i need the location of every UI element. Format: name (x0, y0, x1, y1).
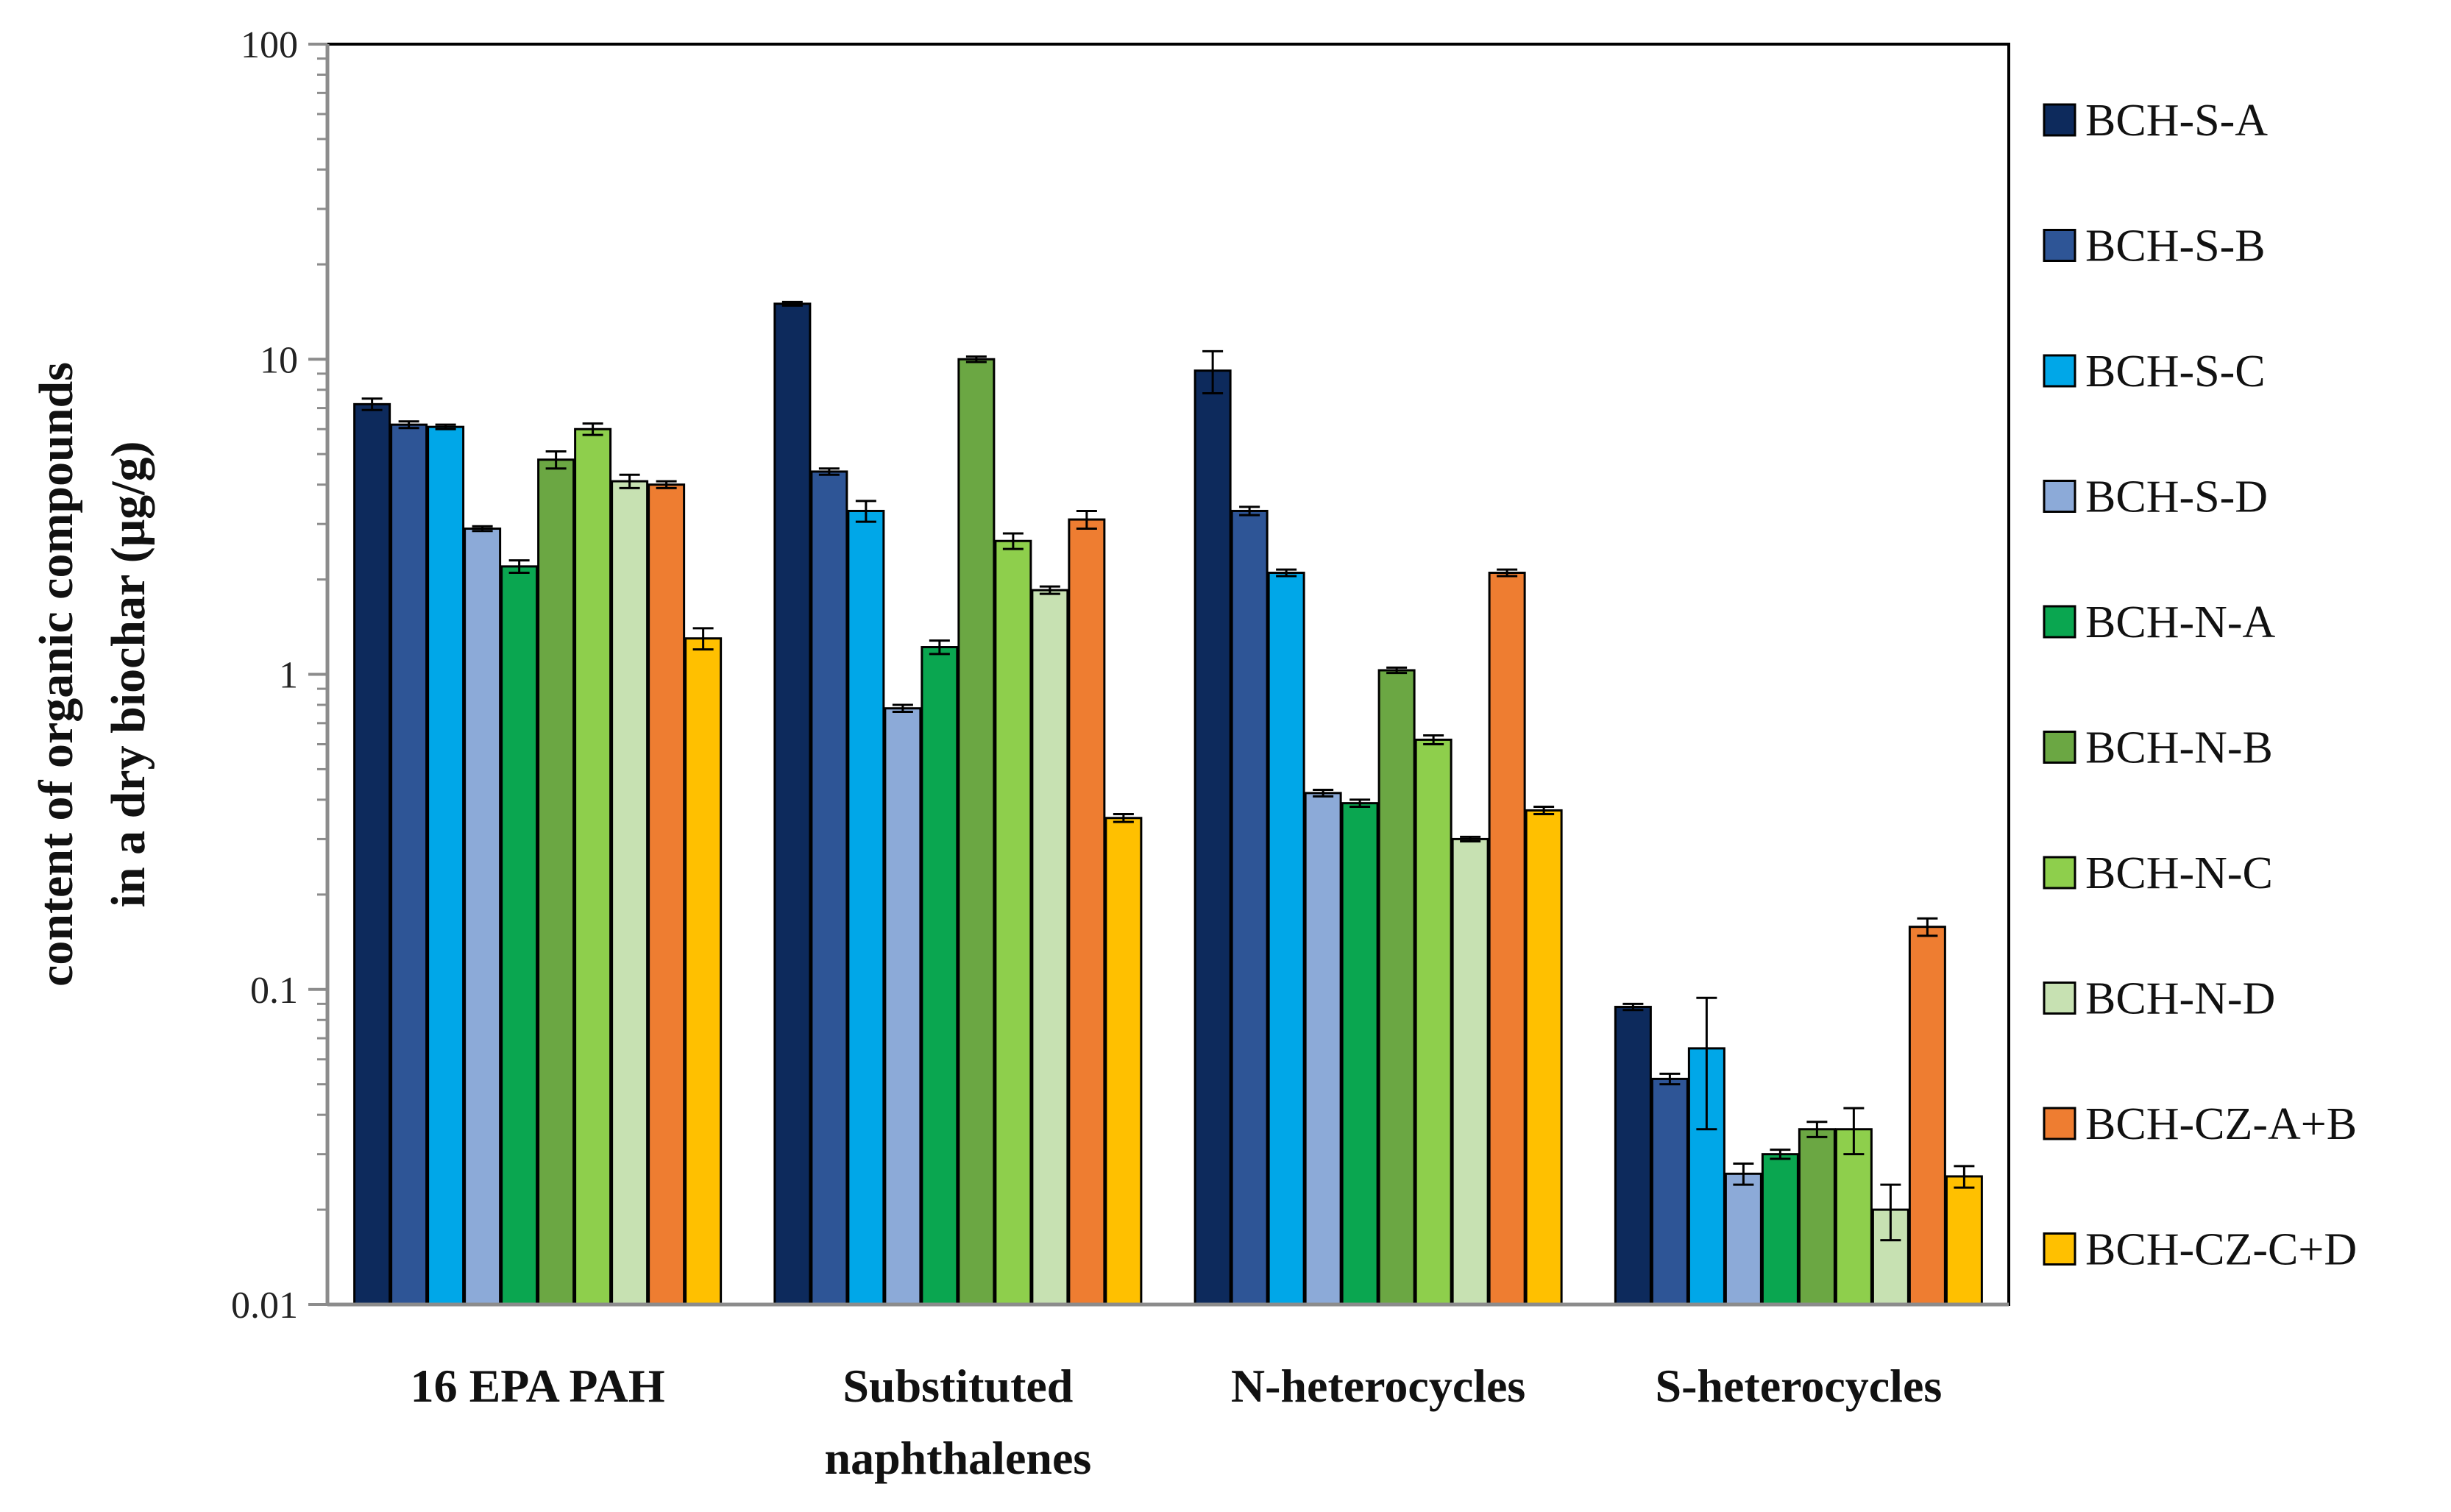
x-category-label-line: S-heterocycles (1655, 1360, 1942, 1412)
bar-bch-cz-a-b-cat-0 (648, 483, 686, 1306)
bar-bch-cz-c-d-cat-2 (1525, 809, 1563, 1306)
y-tick-label: 1 (279, 655, 298, 697)
y-tick-label: 0.01 (231, 1285, 298, 1327)
y-tick-label: 10 (260, 339, 298, 381)
legend-item-bch-cz-a-b: BCH-CZ-A+B (2043, 1099, 2357, 1149)
bar-bch-n-d-cat-1 (1031, 589, 1069, 1306)
bar-bch-cz-a-b-cat-2 (1488, 572, 1526, 1306)
bar-bch-s-c-cat-1 (847, 509, 885, 1306)
bars (353, 300, 1983, 1306)
bar-bch-s-a-cat-3 (1614, 1006, 1652, 1306)
legend-label: BCH-N-B (2085, 723, 2273, 773)
bar-bch-cz-a-b-cat-3 (1908, 926, 1946, 1306)
legend-swatch (2043, 1232, 2076, 1266)
bar-bch-s-b-cat-1 (810, 470, 848, 1306)
legend-swatch (2043, 982, 2076, 1015)
bar-bch-n-d-cat-0 (611, 480, 649, 1306)
legend-swatch (2043, 480, 2076, 513)
bar-bch-s-b-cat-2 (1230, 509, 1269, 1306)
x-category-label-line: 16 EPA PAH (411, 1360, 665, 1412)
bar-bch-s-b-cat-0 (390, 423, 428, 1306)
bar-bch-s-d-cat-3 (1724, 1172, 1762, 1306)
bar-bch-n-d-cat-2 (1451, 837, 1489, 1306)
bar-bch-n-c-cat-1 (994, 539, 1032, 1306)
legend-swatch (2043, 229, 2076, 262)
bar-bch-cz-c-d-cat-1 (1104, 817, 1143, 1306)
legend-label: BCH-S-B (2085, 221, 2266, 271)
bar-bch-n-a-cat-0 (500, 565, 539, 1306)
x-category-label: S-heterocycles (1655, 1360, 1942, 1412)
bar-bch-s-d-cat-2 (1304, 792, 1342, 1306)
y-axis-label-line: content of organic compounds (29, 362, 83, 987)
bar-bch-n-b-cat-0 (537, 458, 575, 1306)
legend-item-bch-n-b: BCH-N-B (2043, 723, 2273, 773)
legend-label: BCH-N-C (2085, 848, 2273, 898)
y-tick-label: 100 (241, 24, 298, 66)
x-category-label: 16 EPA PAH (411, 1360, 665, 1412)
legend-label: BCH-CZ-C+D (2085, 1225, 2357, 1275)
bar-bch-s-a-cat-2 (1193, 369, 1232, 1306)
legend-item-bch-s-c: BCH-S-C (2043, 347, 2266, 397)
bar-bch-s-d-cat-1 (884, 707, 922, 1306)
legend-item-bch-n-c: BCH-N-C (2043, 848, 2273, 898)
bar-bch-n-a-cat-1 (921, 646, 959, 1306)
y-axis-title: content of organic compounds in a dry bio… (29, 362, 155, 987)
bar-bch-n-a-cat-2 (1341, 802, 1379, 1306)
y-tick-labels: 100 10 1 0.1 0.01 (231, 24, 298, 1327)
legend-item-bch-s-b: BCH-S-B (2043, 221, 2266, 271)
legend-swatch (2043, 856, 2076, 890)
legend-label: BCH-S-D (2085, 472, 2268, 522)
bar-bch-n-b-cat-3 (1798, 1128, 1836, 1306)
x-category-label-line: Substituted (843, 1360, 1073, 1412)
legend-swatch (2043, 1107, 2076, 1140)
legend-item-bch-s-d: BCH-S-D (2043, 472, 2268, 522)
axes (308, 43, 2010, 1307)
legend: BCH-S-A BCH-S-B BCH-S-C BCH-S-D BCH-N-A BCH-N… (2043, 96, 2357, 1275)
legend-swatch (2043, 354, 2076, 388)
bar-bch-s-a-cat-0 (353, 402, 391, 1306)
x-category-label: N-heterocycles (1231, 1360, 1525, 1412)
x-category-labels: 16 EPA PAH Substituted naphthalenes N-heter… (411, 1360, 1943, 1484)
bar-bch-n-c-cat-0 (574, 427, 612, 1306)
bar-bch-n-c-cat-2 (1414, 738, 1452, 1306)
legend-item-bch-cz-c-d: BCH-CZ-C+D (2043, 1225, 2357, 1275)
legend-label: BCH-N-D (2085, 974, 2275, 1024)
legend-label: BCH-S-C (2085, 347, 2266, 397)
bar-bch-s-b-cat-3 (1650, 1077, 1689, 1306)
legend-swatch (2043, 103, 2076, 137)
bar-bch-cz-c-d-cat-0 (684, 637, 723, 1306)
bar-bch-s-c-cat-0 (427, 425, 465, 1306)
bar-bch-s-d-cat-0 (464, 527, 502, 1306)
bar-bch-s-a-cat-1 (773, 302, 812, 1306)
legend-item-bch-s-a: BCH-S-A (2043, 96, 2268, 146)
legend-swatch (2043, 731, 2076, 764)
y-axis-label-line: in a dry biochar (μg/g) (102, 441, 155, 908)
y-tick-label: 0.1 (250, 970, 298, 1012)
legend-label: BCH-N-A (2085, 597, 2276, 647)
x-category-label-line: naphthalenes (824, 1432, 1091, 1484)
legend-label: BCH-S-A (2085, 96, 2268, 146)
legend-label: BCH-CZ-A+B (2085, 1099, 2357, 1149)
legend-item-bch-n-a: BCH-N-A (2043, 597, 2276, 647)
legend-swatch (2043, 605, 2076, 639)
x-category-label-line: N-heterocycles (1231, 1360, 1525, 1412)
bar-bch-cz-c-d-cat-3 (1945, 1175, 1983, 1306)
bar-bch-s-c-cat-2 (1267, 572, 1305, 1306)
bar-bch-n-b-cat-2 (1377, 669, 1416, 1306)
bar-bch-cz-a-b-cat-1 (1068, 518, 1106, 1306)
bar-bch-n-c-cat-3 (1834, 1128, 1873, 1306)
legend-item-bch-n-d: BCH-N-D (2043, 974, 2275, 1024)
bar-bch-n-b-cat-1 (957, 358, 996, 1306)
x-category-label: Substituted naphthalenes (824, 1360, 1091, 1484)
bar-bch-n-a-cat-3 (1761, 1153, 1799, 1306)
